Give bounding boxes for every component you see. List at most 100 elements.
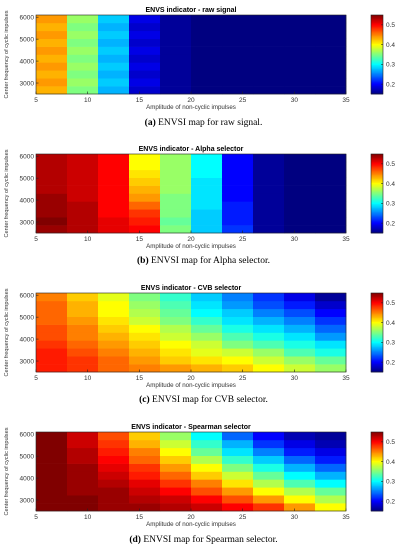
heatmap-cell — [191, 161, 223, 171]
x-tick-label: 25 — [239, 97, 247, 104]
heatmap-cell — [222, 161, 254, 171]
colorbar-segment — [371, 312, 383, 315]
caption-text: ENVSI map for CVB selector. — [149, 395, 268, 405]
heatmap-cell — [191, 316, 223, 325]
colorbar-tick-label: 0.5 — [386, 22, 395, 29]
chart-panel: 5 10 15 20 25 30 35 3000 4000 5000 6000 ENVS indica… — [4, 146, 395, 250]
heatmap-cell — [98, 455, 130, 464]
colorbar-segment — [371, 365, 383, 368]
colorbar-segment — [371, 470, 383, 472]
heatmap-cell — [36, 193, 68, 202]
colorbar-segment — [371, 78, 383, 80]
heatmap-cell — [253, 54, 285, 63]
caption-text: ENVSI map for Spearman selector. — [140, 535, 278, 545]
heatmap-cell — [253, 356, 285, 365]
y-axis-label: Center frequency of cyclic impulses — [4, 149, 10, 237]
colorbar-segment — [371, 50, 383, 53]
colorbar-segment — [371, 445, 383, 447]
x-axis-label: Amplitude of non-cyclic impulses — [146, 521, 236, 528]
colorbar-segment — [371, 34, 383, 37]
caption-label: (c) — [139, 395, 150, 405]
colorbar-segment — [371, 450, 383, 453]
heatmap-cell — [284, 324, 316, 333]
colorbar-segment — [371, 79, 383, 82]
heatmap-cell — [129, 225, 161, 234]
colorbar-tick-label: 0.2 — [386, 81, 395, 88]
colorbar-segment — [371, 36, 383, 38]
heatmap-cell — [160, 340, 192, 349]
colorbar-segment — [371, 325, 383, 328]
heatmap-cell — [284, 209, 316, 218]
y-tick-label: 3000 — [20, 80, 35, 87]
heatmap-cell — [160, 324, 192, 333]
colorbar-segment — [371, 434, 383, 437]
heatmap-cell — [160, 30, 192, 39]
colorbar-segment — [371, 495, 383, 497]
x-tick-label: 10 — [84, 236, 92, 243]
heatmap-cell — [160, 471, 192, 480]
heatmap-cell — [284, 316, 316, 325]
heatmap-cell — [98, 432, 130, 441]
colorbar-segment — [371, 484, 383, 487]
colorbar-segment — [371, 46, 383, 49]
colorbar-segment — [371, 451, 383, 454]
heatmap-cell — [222, 86, 254, 95]
colorbar-segment — [371, 341, 383, 344]
y-tick-label: 6000 — [20, 292, 35, 299]
chart-title: ENVS indicator - Spearman selector — [131, 424, 251, 431]
heatmap-cell — [160, 78, 192, 87]
heatmap-cell — [67, 340, 99, 349]
x-tick-label: 10 — [84, 97, 92, 104]
colorbar-segment — [371, 40, 383, 42]
colorbar-segment — [371, 364, 383, 366]
heatmap-cell — [36, 38, 68, 47]
heatmap-cell — [253, 455, 285, 464]
heatmap-cell — [191, 340, 223, 349]
heatmap-cell — [191, 447, 223, 456]
heatmap-cell — [253, 503, 285, 512]
y-tick-label: 3000 — [20, 358, 35, 365]
heatmap-cell — [315, 46, 347, 55]
x-tick-label: 35 — [342, 236, 350, 243]
y-tick-label: 4000 — [20, 58, 35, 65]
colorbar-segment — [371, 319, 383, 322]
colorbar-segment — [371, 218, 383, 221]
heatmap-cell — [191, 154, 223, 163]
colorbar-segment — [371, 205, 383, 208]
heatmap-cell — [98, 447, 130, 456]
colorbar-segment — [371, 432, 383, 434]
x-axis-label: Amplitude of non-cyclic impulses — [146, 382, 236, 389]
colorbar-segment — [371, 480, 383, 483]
heatmap-cell — [67, 161, 99, 171]
heatmap-cell — [315, 177, 347, 186]
heatmap-cell — [191, 324, 223, 333]
heatmap-cell — [222, 38, 254, 47]
colorbar-segment — [371, 15, 383, 17]
colorbar-segment — [371, 441, 383, 443]
colorbar-segment — [371, 329, 383, 332]
x-tick-label: 25 — [239, 375, 247, 382]
heatmap-cell — [191, 217, 223, 226]
colorbar-segment — [371, 294, 383, 297]
heatmap-cell — [253, 30, 285, 39]
heatmap-cell — [67, 324, 99, 333]
x-tick-label: 5 — [34, 97, 38, 104]
heatmap-cell — [315, 22, 347, 32]
colorbar-segment — [371, 327, 383, 329]
colorbar-frame — [370, 14, 384, 95]
colorbar-segment — [371, 361, 383, 364]
heatmap-cell — [191, 455, 223, 464]
colorbar-segment — [371, 30, 383, 33]
heatmap-cell — [160, 217, 192, 226]
heatmap-cell — [36, 169, 68, 178]
heatmap-cell — [315, 471, 347, 480]
colorbar-segment — [371, 491, 383, 493]
heatmap-cell — [67, 479, 99, 488]
colorbar-segment — [371, 298, 383, 300]
colorbar-frame — [370, 431, 384, 512]
heatmap-cell — [160, 70, 192, 79]
y-axis-label: Center frequency of cyclic impulses — [4, 427, 10, 515]
colorbar-segment — [371, 157, 383, 160]
colorbar-segment — [371, 507, 383, 509]
colorbar-segment — [371, 464, 383, 467]
